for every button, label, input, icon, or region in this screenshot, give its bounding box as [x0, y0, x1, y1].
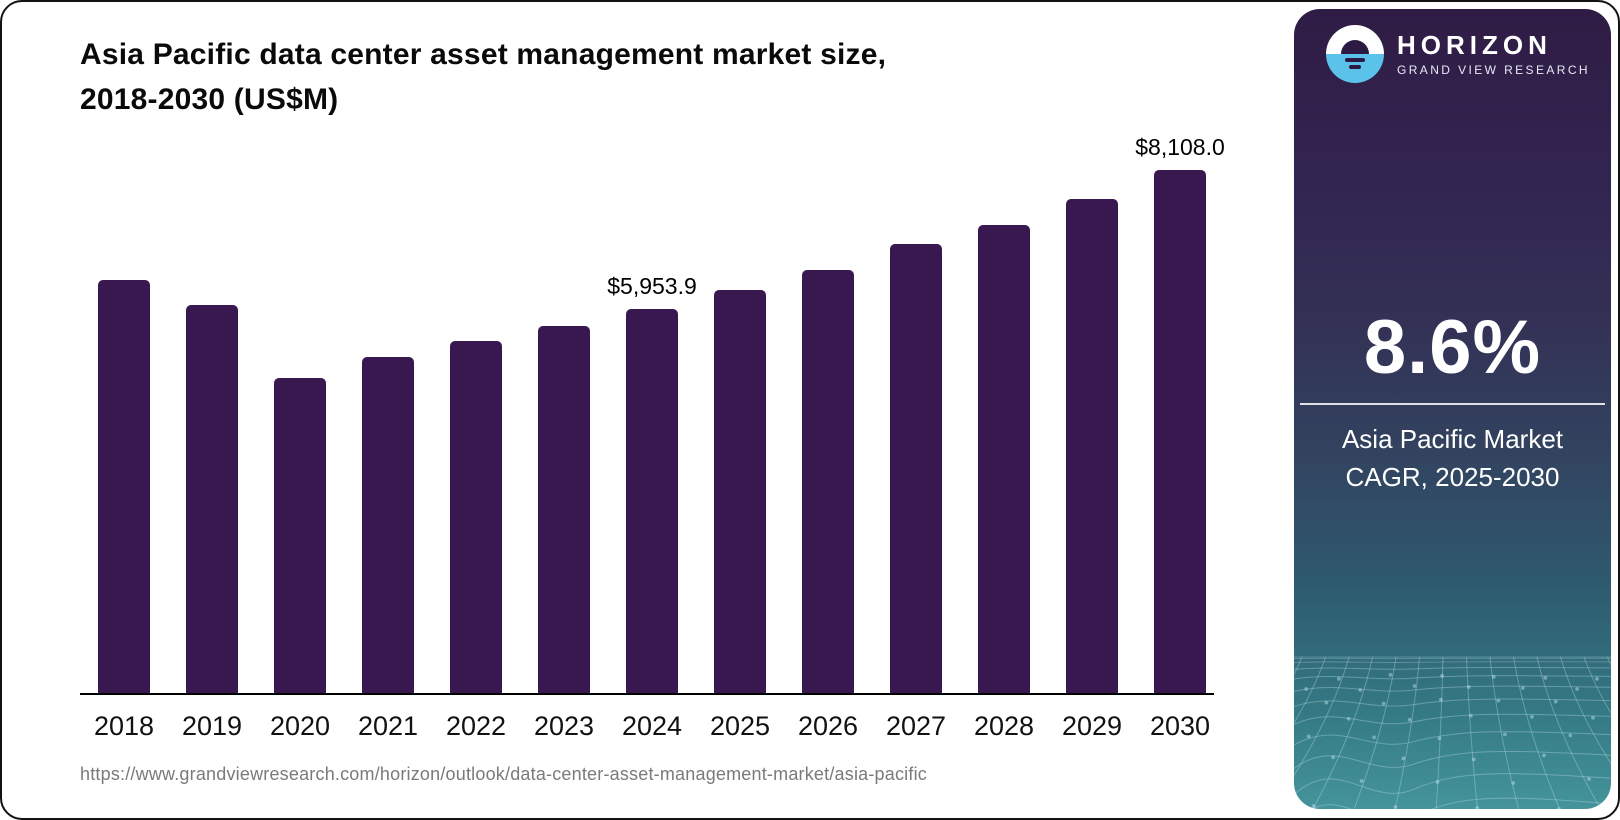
logo-reflection-line — [1349, 65, 1361, 69]
x-tick-label-2018: 2018 — [93, 711, 155, 741]
bar-slot — [98, 280, 150, 695]
bar-2027 — [890, 244, 942, 695]
bar-slot — [802, 270, 854, 695]
x-slot: 2018 — [94, 711, 154, 742]
x-slot: 2020 — [270, 711, 330, 742]
x-tick-label-2021: 2021 — [357, 711, 419, 741]
bar-2024: $5,953.9 — [607, 273, 697, 695]
x-tick-label-2029: 2029 — [1061, 711, 1123, 741]
x-slot: 2026 — [798, 711, 858, 742]
x-tick-label-2023: 2023 — [533, 711, 595, 741]
x-tick-label-2024: 2024 — [621, 711, 683, 741]
bar-slot: $8,108.0 — [1135, 134, 1225, 695]
x-tick-label-2030: 2030 — [1149, 711, 1211, 741]
x-tick-label-2019: 2019 — [181, 711, 243, 741]
bar-slot — [978, 225, 1030, 695]
bar-2023 — [538, 326, 590, 695]
brand-logo: HORIZON GRAND VIEW RESEARCH — [1326, 25, 1590, 83]
cagr-stat-block: 8.6% Asia Pacific Market CAGR, 2025-2030 — [1294, 304, 1611, 496]
bar-2018 — [98, 280, 150, 695]
x-slot: 2021 — [358, 711, 418, 742]
x-tick-label-2027: 2027 — [885, 711, 947, 741]
x-tick-label-2020: 2020 — [269, 711, 331, 741]
logo-reflection-line — [1345, 58, 1365, 62]
cagr-value: 8.6% — [1363, 305, 1542, 390]
x-axis-labels: 2018 2019 2020 2021 2022 2023 2024 2025 2026 2027… — [82, 711, 1214, 742]
x-slot: 2027 — [886, 711, 946, 742]
bar-2029 — [1066, 199, 1118, 695]
bar-slot — [362, 357, 414, 695]
x-tick-label-2022: 2022 — [445, 711, 507, 741]
brand-subtitle: GRAND VIEW RESEARCH — [1397, 62, 1590, 77]
bar-2021 — [362, 357, 414, 695]
horizon-logo-icon — [1326, 25, 1384, 83]
bar-2019 — [186, 305, 238, 695]
x-tick-label-2026: 2026 — [797, 711, 859, 741]
x-slot: 2022 — [446, 711, 506, 742]
bar-chart: $5,953.9 $8,108.0 — [82, 134, 1225, 695]
brand-sidebar: HORIZON GRAND VIEW RESEARCH 8.6% Asia Pa… — [1294, 9, 1611, 809]
brand-name: HORIZON — [1397, 30, 1552, 61]
bar-2026 — [802, 270, 854, 695]
cagr-label: Asia Pacific Market CAGR, 2025-2030 — [1341, 424, 1564, 492]
bar-value-label-2030: $8,108.0 — [1135, 134, 1225, 160]
chart-title-line1: Asia Pacific data center asset managemen… — [80, 38, 887, 71]
source-url: https://www.grandviewresearch.com/horizo… — [80, 764, 927, 784]
bar-2028 — [978, 225, 1030, 695]
logo-sun-icon — [1341, 40, 1369, 54]
x-tick-label-2028: 2028 — [973, 711, 1035, 741]
bar-2025 — [714, 290, 766, 695]
x-slot: 2028 — [974, 711, 1034, 742]
x-axis-line — [80, 693, 1214, 695]
bar-slot — [714, 290, 766, 695]
bar-2020 — [274, 378, 326, 695]
bar-slot: $5,953.9 — [607, 273, 697, 695]
x-slot: 2024 — [622, 711, 682, 742]
x-tick-label-2025: 2025 — [709, 711, 771, 741]
x-slot: 2025 — [710, 711, 770, 742]
x-slot: 2030 — [1150, 711, 1210, 742]
x-slot: 2023 — [534, 711, 594, 742]
chart-title: Asia Pacific data center asset managemen… — [80, 32, 1080, 122]
bar-2030: $8,108.0 — [1135, 134, 1225, 695]
wireframe-mesh-decoration — [1294, 656, 1611, 809]
stat-divider — [1300, 403, 1605, 405]
x-slot: 2029 — [1062, 711, 1122, 742]
bar-slot — [186, 305, 238, 695]
bar-slot — [538, 326, 590, 695]
brand-text: HORIZON GRAND VIEW RESEARCH — [1397, 31, 1590, 77]
bar-slot — [890, 244, 942, 695]
bar-value-label-2024: $5,953.9 — [607, 273, 697, 299]
bar-slot — [274, 378, 326, 695]
bar-slot — [1066, 199, 1118, 695]
bar-2022 — [450, 341, 502, 695]
x-slot: 2019 — [182, 711, 242, 742]
chart-title-line2: 2018-2030 (US$M) — [80, 83, 339, 116]
bar-slot — [450, 341, 502, 695]
